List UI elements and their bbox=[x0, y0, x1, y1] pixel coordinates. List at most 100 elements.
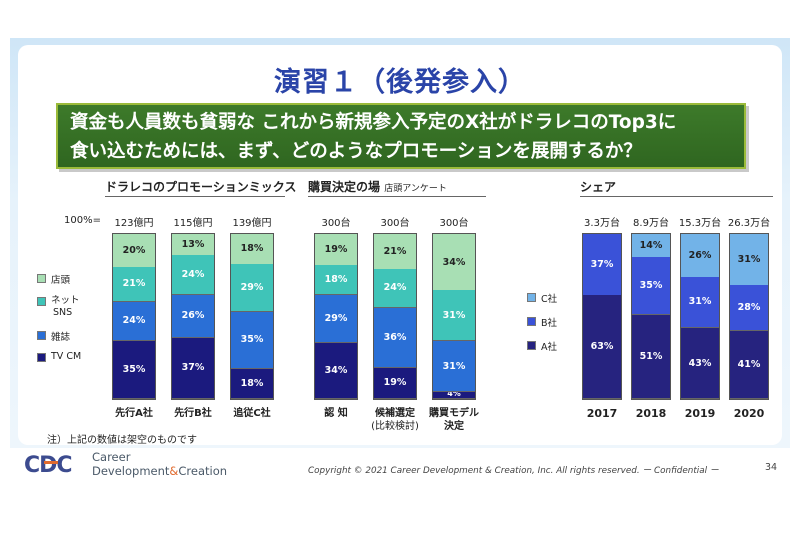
company-name-amp: & bbox=[169, 464, 179, 478]
question-box: 資金も人員数も貧弱な これから新規参入予定のX社がドラレコのTop3に 食い込む… bbox=[56, 103, 746, 169]
bar-value-label: 51% bbox=[639, 350, 663, 362]
bar-segment: 31% bbox=[681, 276, 719, 329]
company-name-development: Development bbox=[92, 464, 170, 478]
bar-value-label: 24% bbox=[122, 315, 146, 327]
bar-segment: 18% bbox=[231, 369, 273, 399]
purchase-place-title-sub: 店頭アンケート bbox=[384, 184, 447, 194]
bar-segment: 51% bbox=[632, 314, 670, 399]
bar-value-label: 28% bbox=[737, 302, 761, 314]
bar-segment: 34% bbox=[315, 342, 357, 399]
legend-swatch-magazine bbox=[37, 331, 46, 340]
category-label: 購買モデル 決定 bbox=[419, 407, 489, 433]
category-label: 認 知 bbox=[301, 407, 371, 420]
bar-total-label: 123億円 bbox=[114, 218, 154, 229]
bar-value-label: 31% bbox=[442, 309, 466, 321]
bar-value-label: 35% bbox=[639, 279, 663, 291]
share-underline bbox=[580, 196, 773, 197]
bar-value-label: 37% bbox=[590, 259, 614, 271]
bar-value-label: 18% bbox=[324, 274, 348, 286]
bar-total-label: 139億円 bbox=[232, 218, 272, 229]
bar-segment: 63% bbox=[583, 295, 621, 399]
page-title: 演習１（後発参入） bbox=[274, 67, 526, 98]
legend-label-magazine: 雑誌 bbox=[51, 332, 71, 343]
bar-segment: 41% bbox=[730, 331, 768, 399]
bar-segment: 18% bbox=[231, 234, 273, 264]
bar-value-label: 43% bbox=[688, 357, 712, 369]
category-label-main: 認 知 bbox=[324, 408, 348, 419]
bar-total-label: 8.9万台 bbox=[633, 218, 669, 229]
bar-value-label: 19% bbox=[383, 377, 407, 389]
bar-segment: 35% bbox=[632, 257, 670, 315]
bar-total-label: 300台 bbox=[439, 218, 469, 229]
bar-segment: 35% bbox=[231, 311, 273, 370]
legend-item-tv: TV CM bbox=[37, 351, 81, 362]
category-label: 候補選定 (比較検討) bbox=[360, 407, 430, 433]
bar-segment: 24% bbox=[113, 301, 155, 342]
legend-item-a: A社 bbox=[527, 339, 557, 353]
legend-label-net-wrap: ネット SNS bbox=[51, 295, 80, 319]
bar-segment: 24% bbox=[172, 255, 214, 296]
bar-value-label: 29% bbox=[240, 281, 264, 293]
legend-swatch-tv bbox=[37, 353, 46, 362]
bar-segment: 21% bbox=[113, 267, 155, 302]
category-label-main: 2017 bbox=[586, 407, 618, 420]
cdc-logo-icon: CDC bbox=[24, 453, 73, 478]
category-label-main: 購買モデル bbox=[429, 408, 479, 419]
bar-value-label: 26% bbox=[688, 249, 712, 261]
bar-segment: 31% bbox=[730, 234, 768, 286]
category-label-main: 2020 bbox=[733, 407, 765, 420]
stacked-bar: 35% 24% 21% 20% bbox=[112, 233, 156, 400]
bar-value-label: 18% bbox=[240, 378, 264, 390]
bar-segment: 34% bbox=[433, 234, 475, 291]
bar-segment: 19% bbox=[315, 234, 357, 266]
category-label: 先行B社 bbox=[158, 407, 228, 420]
bar-value-label: 26% bbox=[181, 310, 205, 322]
bar-value-label: 14% bbox=[639, 240, 663, 252]
bar-value-label: 34% bbox=[442, 256, 466, 268]
legend-label-sns: SNS bbox=[53, 307, 73, 318]
bar-total-label: 115億円 bbox=[173, 218, 213, 229]
promo-mix-underline bbox=[105, 196, 285, 197]
bar-segment: 4% bbox=[433, 389, 475, 399]
bar-value-label: 35% bbox=[122, 364, 146, 376]
stacked-bar: 63% 37% bbox=[582, 233, 622, 400]
legend-item-store: 店頭 bbox=[37, 272, 70, 286]
purchase-place-underline bbox=[308, 196, 486, 197]
category-label: 2020 bbox=[714, 407, 784, 420]
bar-total-label: 3.3万台 bbox=[584, 218, 620, 229]
bar-value-label: 24% bbox=[181, 269, 205, 281]
bar-value-label: 18% bbox=[240, 243, 264, 255]
category-label: 2018 bbox=[616, 407, 686, 420]
stacked-bar: 37% 26% 24% 13% bbox=[171, 233, 215, 400]
stacked-bar: 18% 35% 29% 18% bbox=[230, 233, 274, 400]
bar-total-label: 26.3万台 bbox=[727, 218, 771, 229]
category-label-main: 2019 bbox=[684, 407, 716, 420]
legend-label-tv: TV CM bbox=[51, 351, 82, 362]
bar-segment: 13% bbox=[172, 234, 214, 256]
bar-value-label: 37% bbox=[181, 362, 205, 374]
company-name-creation: Creation bbox=[178, 464, 228, 478]
legend-label-a: A社 bbox=[541, 342, 557, 353]
purchase-place-title-main: 購買決定の場 bbox=[308, 180, 381, 194]
share-title: シェア bbox=[580, 180, 617, 194]
legend-item-c: C社 bbox=[527, 291, 557, 305]
legend-item-net: ネット SNS bbox=[37, 295, 80, 319]
bar-segment: 28% bbox=[730, 285, 768, 332]
stacked-bar: 19% 36% 24% 21% bbox=[373, 233, 417, 400]
bar-value-label: 35% bbox=[240, 334, 264, 346]
legend-item-b: B社 bbox=[527, 315, 557, 329]
category-label: 2017 bbox=[567, 407, 637, 420]
stacked-bar: 43% 31% 26% bbox=[680, 233, 720, 400]
bar-value-label: 31% bbox=[442, 360, 466, 372]
bar-segment: 37% bbox=[172, 337, 214, 399]
bar-segment: 14% bbox=[632, 234, 670, 258]
page-number: 34 bbox=[765, 462, 778, 473]
category-label: 先行A社 bbox=[99, 407, 169, 420]
purchase-place-title: 購買決定の場 店頭アンケート bbox=[308, 178, 447, 195]
stacked-bar: 34% 29% 18% 19% bbox=[314, 233, 358, 400]
legend-swatch-net bbox=[37, 297, 46, 306]
stacked-bar: 41% 28% 31% bbox=[729, 233, 769, 400]
legend-swatch-a bbox=[527, 341, 536, 350]
bar-segment: 21% bbox=[374, 234, 416, 269]
legend-swatch-b bbox=[527, 317, 536, 326]
